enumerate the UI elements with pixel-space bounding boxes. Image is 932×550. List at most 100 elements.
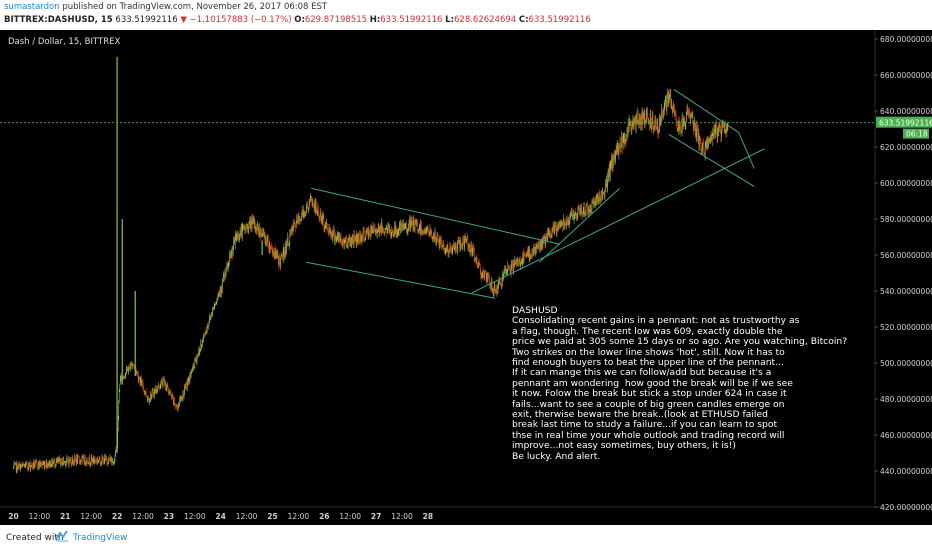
candle-body: [549, 232, 551, 238]
candle-body: [604, 192, 605, 197]
candle-body: [520, 262, 522, 264]
candle-body: [695, 128, 696, 132]
candle-body: [263, 230, 264, 231]
candle-body: [694, 121, 695, 125]
candle-body: [416, 222, 418, 225]
candle-body: [275, 249, 276, 255]
annotation-note[interactable]: DASHUSD Consolidating recent gains in a …: [512, 305, 852, 462]
candle-body: [403, 223, 405, 229]
candle-body: [543, 238, 545, 240]
candle-body: [497, 284, 499, 290]
candle-body: [371, 225, 373, 233]
candle-body: [536, 247, 537, 249]
candle-body: [652, 114, 654, 129]
price-tick-label: 680.00000000: [880, 35, 932, 44]
candle-body: [18, 464, 20, 466]
candle-body: [685, 121, 687, 126]
candle-body: [308, 208, 309, 210]
candle-body: [540, 240, 542, 249]
price-chart[interactable]: 680.00000000 660.00000000 640.00000000 620.…: [0, 30, 932, 525]
candle-body: [497, 289, 498, 291]
candle-body: [237, 233, 239, 239]
candle-body: [104, 456, 106, 459]
candle-body: [430, 228, 431, 234]
candle-body: [598, 192, 600, 204]
candle-body: [359, 240, 361, 242]
candle-body: [85, 456, 86, 464]
candle-body: [152, 390, 153, 392]
candle-body: [633, 118, 634, 129]
candle-body: [595, 200, 596, 204]
candle-body: [666, 100, 667, 111]
candle-body: [93, 456, 94, 463]
author-link[interactable]: sumastardon: [4, 2, 60, 12]
candle-body: [298, 215, 299, 222]
candle-body: [29, 462, 30, 466]
last-price-line-group: 633.51992116 06:18: [0, 116, 932, 139]
candle-body: [346, 237, 347, 247]
candle-body: [445, 249, 447, 251]
countdown-tag: [903, 128, 929, 139]
chart-pane[interactable]: 680.00000000 660.00000000 640.00000000 620.…: [0, 30, 932, 525]
candle-body: [187, 381, 189, 384]
tradingview-link[interactable]: TradingView: [73, 533, 128, 543]
candle-body: [550, 232, 551, 235]
candle-body: [535, 246, 536, 253]
candle-body: [127, 369, 128, 371]
trendlines[interactable]: [306, 88, 765, 299]
candle-body: [389, 229, 391, 230]
candle-body: [490, 285, 492, 288]
candle-body: [551, 236, 552, 237]
candle-body: [434, 236, 435, 241]
candle-body: [461, 246, 462, 247]
candle-body: [608, 171, 609, 180]
candle-body: [607, 178, 608, 188]
candle-body: [394, 226, 395, 236]
candle-body: [486, 277, 487, 282]
candle-body: [172, 394, 173, 397]
candle-body: [725, 129, 726, 132]
candle-body: [199, 349, 200, 355]
candle-body: [202, 339, 203, 346]
candle-body: [172, 396, 174, 403]
candle-body: [232, 248, 234, 256]
candle-body: [562, 223, 564, 228]
candle-body: [382, 229, 384, 230]
candle-body: [223, 274, 225, 278]
candle-body: [211, 315, 213, 316]
candle-body: [527, 251, 528, 256]
candle-body: [537, 244, 539, 246]
candle-body: [325, 222, 327, 227]
candle-body: [646, 110, 648, 112]
candle-body: [59, 458, 61, 462]
candle-body: [670, 94, 671, 105]
price-axis[interactable]: 680.00000000 660.00000000 640.00000000 620.…: [875, 35, 932, 512]
candle-body: [67, 457, 68, 460]
time-axis[interactable]: 20 12:00 21 12:00 22 12:00 23 12:00 24 12:00 25 12:…: [8, 512, 433, 521]
time-tick-label: 21: [60, 512, 70, 521]
candle-body: [86, 462, 87, 464]
candle-body: [194, 366, 195, 367]
candle-body: [132, 364, 133, 365]
candle-body: [455, 246, 457, 247]
candle-body: [219, 291, 220, 294]
candle-body: [278, 257, 279, 265]
candle-body: [444, 252, 446, 253]
candle-body: [344, 241, 345, 247]
candle-body: [258, 226, 260, 233]
candle-body: [522, 253, 524, 262]
candle-body: [315, 202, 317, 210]
candle-body: [487, 277, 488, 281]
candle-body: [635, 117, 636, 127]
candle-body: [148, 398, 150, 402]
candle-body: [119, 390, 120, 404]
candle-body: [604, 190, 606, 197]
candle-body: [423, 232, 424, 233]
candle-body: [378, 224, 380, 234]
candle-body: [253, 219, 254, 221]
candle-body: [518, 260, 520, 265]
candle-body: [39, 463, 41, 467]
candle-body: [204, 334, 206, 336]
price-tick-label: 520.00000000: [880, 323, 932, 332]
candle-body: [197, 355, 198, 357]
